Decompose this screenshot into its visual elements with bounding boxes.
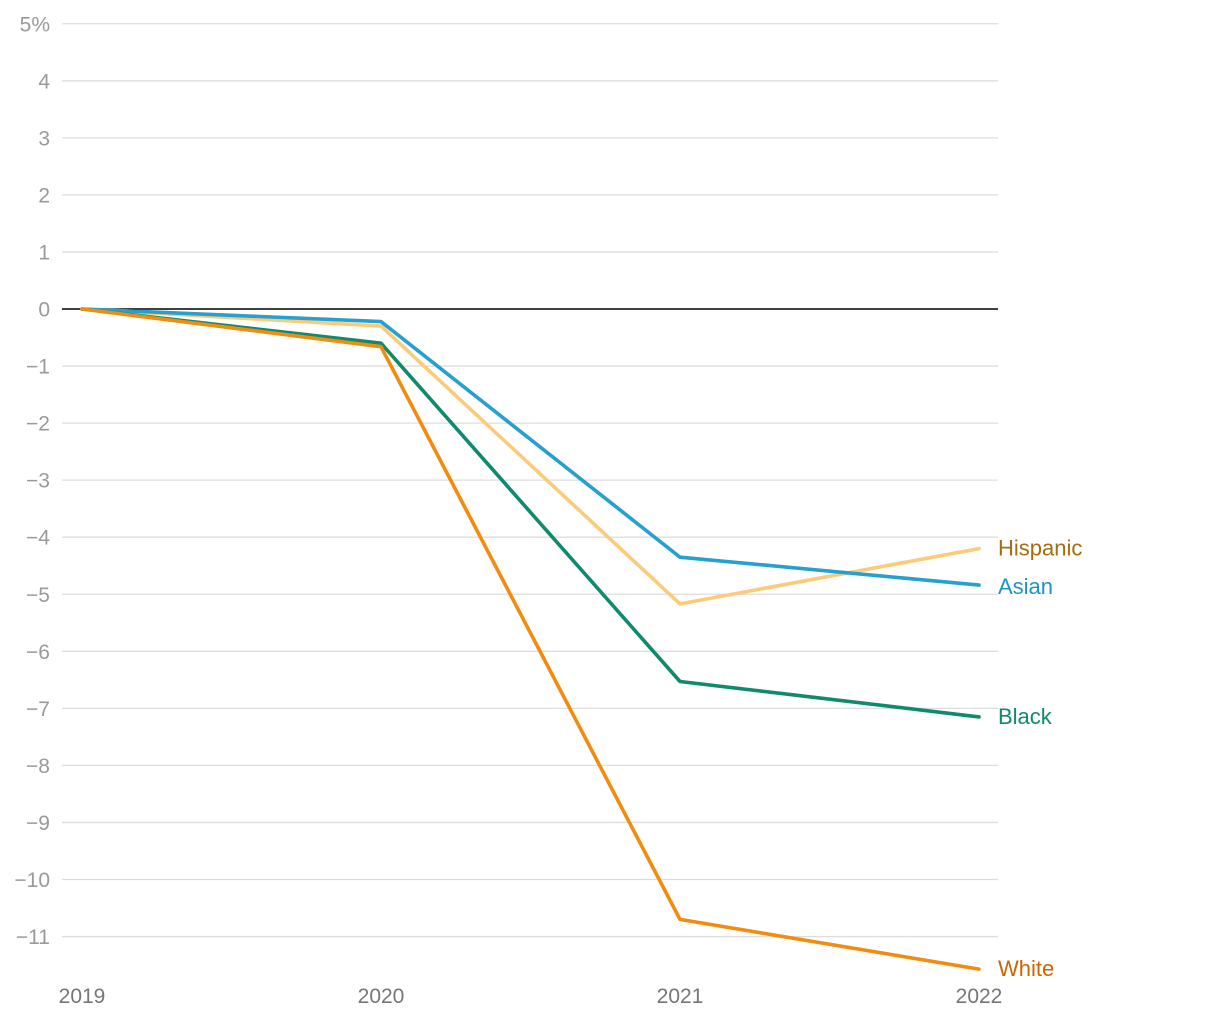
series-line-white: [80, 307, 981, 971]
series-label-white: White: [998, 956, 1054, 981]
y-tick-label: −5: [26, 584, 50, 607]
x-tick-label-2021: 2021: [657, 985, 704, 1008]
series-line-black: [80, 307, 981, 719]
y-tick-label: 0: [38, 299, 50, 322]
y-tick-label: −6: [26, 641, 50, 664]
y-tick-label: 4: [38, 70, 50, 93]
y-tick-label: −11: [16, 926, 50, 949]
series-lines: [80, 307, 981, 971]
x-tick-label-2022: 2022: [956, 985, 1003, 1008]
y-tick-label: −2: [26, 413, 50, 436]
x-axis-ticks: 2019 2020 2021 2022: [59, 985, 1003, 1008]
y-tick-label: 3: [38, 127, 50, 150]
x-tick-label-2020: 2020: [358, 985, 405, 1008]
y-tick-label: 2: [38, 184, 50, 207]
series-labels: Hispanic Asian Black White: [998, 536, 1082, 981]
y-tick-label: 5%: [20, 13, 50, 36]
series-label-hispanic: Hispanic: [998, 536, 1082, 561]
series-label-black: Black: [998, 704, 1053, 729]
gridlines: [62, 23, 998, 938]
series-label-asian: Asian: [998, 574, 1053, 599]
series-line-hispanic: [80, 307, 981, 606]
x-tick-label-2019: 2019: [59, 985, 106, 1008]
y-tick-label: −4: [26, 527, 50, 550]
y-tick-label: −8: [26, 755, 50, 778]
series-line-asian: [80, 307, 981, 587]
y-tick-label: −3: [26, 470, 50, 493]
y-tick-label: −9: [26, 812, 50, 835]
y-tick-label: −7: [26, 698, 50, 721]
y-tick-label: −1: [26, 356, 50, 379]
y-tick-label: 1: [38, 241, 50, 264]
y-tick-label: −10: [14, 869, 50, 892]
y-axis-ticks: 5% 4 3 2 1 0 −1 −2 −3 −4 −5 −6 −7 −8 −9 −10 −11: [14, 13, 50, 949]
